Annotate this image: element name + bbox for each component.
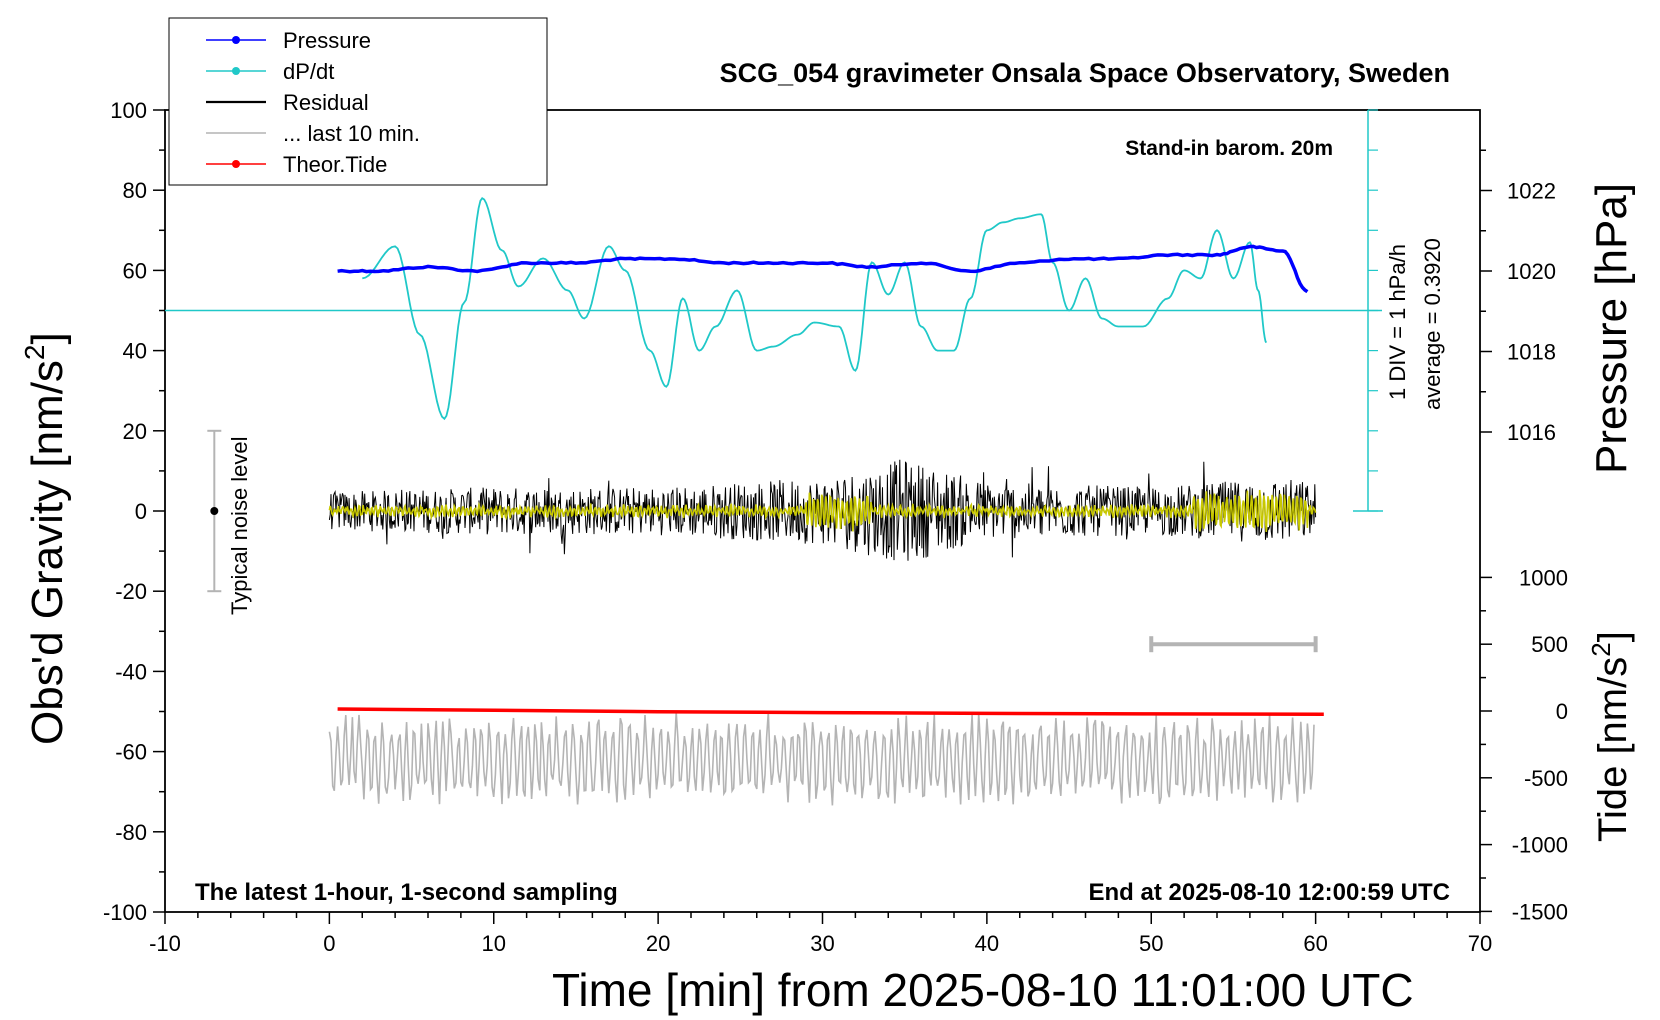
tide-tick-label: 1000	[1519, 565, 1568, 590]
x-tick-label: 40	[975, 931, 999, 956]
x-axis-title: Time [min] from 2025-08-10 11:01:00 UTC	[552, 964, 1414, 1016]
smoothed-residual-line	[328, 489, 1317, 533]
y-left-tick-label: 20	[123, 419, 147, 444]
y-left-tick-label: 0	[135, 499, 147, 524]
legend-marker	[232, 36, 240, 44]
noise-level-label: Typical noise level	[227, 436, 252, 615]
y-left-title-sup: 2	[19, 344, 50, 360]
x-tick-label: 50	[1139, 931, 1163, 956]
dpdt-line	[362, 196, 1268, 421]
dpdt-series	[165, 196, 1382, 421]
noise-bar-center	[210, 507, 219, 515]
last-10-min-series	[328, 711, 1315, 806]
y-left-tick-label: -20	[115, 579, 147, 604]
y-left-tick-label: -80	[115, 820, 147, 845]
x-tick-label: 20	[646, 931, 670, 956]
pressure-line	[337, 244, 1309, 294]
dpdt-average-label: average = 0.3920	[1420, 238, 1445, 410]
pressure-series	[337, 244, 1309, 294]
x-tick-label: 70	[1468, 931, 1492, 956]
y-axis-pressure-title: Pressure [hPa]	[1587, 183, 1636, 474]
y-left-title-main: Obs'd Gravity [nm/s	[23, 360, 72, 745]
y-left-tick-label: 60	[123, 258, 147, 283]
legend-label: Residual	[283, 90, 369, 115]
tide-tick-label: -1000	[1512, 833, 1568, 858]
smoothed-residual-series	[328, 489, 1317, 533]
pressure-tick-label: 1016	[1507, 420, 1556, 445]
x-tick-label: 10	[482, 931, 506, 956]
dpdt-scale-label: 1 DIV = 1 hPa/h	[1385, 244, 1410, 400]
chart-title: SCG_054 gravimeter Onsala Space Observat…	[720, 58, 1450, 88]
annotation-sampling: The latest 1-hour, 1-second sampling	[195, 879, 618, 906]
y-tide-title-end: ]	[1591, 631, 1635, 642]
x-tick-label: -10	[149, 931, 181, 956]
theoretical-tide-series	[337, 707, 1324, 717]
last-10-min-line	[328, 711, 1315, 806]
pressure-tick-label: 1022	[1507, 179, 1556, 204]
y-axis-left: -100 -80 -60 -40 -20 0 20 40 60 80 100	[103, 98, 165, 925]
annotation-barometer: Stand-in barom. 20m	[1125, 137, 1333, 160]
legend-marker	[232, 160, 240, 168]
x-axis: -10 0 10 20 30 40 50 60 70	[149, 912, 1492, 956]
y-left-tick-label: 80	[123, 178, 147, 203]
annotation-end-time: End at 2025-08-10 12:00:59 UTC	[1089, 879, 1451, 906]
noise-level-bar	[207, 429, 222, 593]
x-tick-label: 0	[323, 931, 335, 956]
y-left-tick-label: 40	[123, 339, 147, 364]
y-left-title-end: ]	[23, 332, 72, 344]
tide-tick-label: -500	[1524, 766, 1568, 791]
legend-label: Theor.Tide	[283, 152, 387, 177]
x-tick-label: 30	[810, 931, 834, 956]
y-left-tick-label: 100	[110, 98, 147, 123]
legend-label: Pressure	[283, 28, 371, 53]
legend-marker	[232, 67, 240, 75]
tide-tick-label: 500	[1531, 632, 1568, 657]
y-tide-title-sup: 2	[1586, 642, 1616, 656]
y-tide-title-main: Tide [nm/s	[1591, 657, 1635, 842]
x-tick-label: 60	[1303, 931, 1327, 956]
y-axis-tide: -1500 -1000 -500 0 500 1000	[1480, 565, 1568, 924]
pressure-tick-label: 1020	[1507, 259, 1556, 284]
tide-line	[337, 707, 1324, 717]
y-left-tick-label: -40	[115, 659, 147, 684]
y-axis-pressure: 1016 1018 1020 1022	[1480, 149, 1556, 445]
last-10-min-bar	[1149, 636, 1318, 653]
legend-label: dP/dt	[283, 59, 334, 84]
y-axis-tide-title: Tide [nm/s2]	[1586, 631, 1635, 842]
legend-label: ... last 10 min.	[283, 121, 420, 146]
tide-tick-label: 0	[1556, 699, 1568, 724]
y-left-tick-label: -60	[115, 740, 147, 765]
legend: Pressure dP/dt Residual ... last 10 min. The…	[168, 17, 548, 186]
y-axis-left-title: Obs'd Gravity [nm/s2]	[19, 332, 72, 745]
tide-tick-label: -1500	[1512, 899, 1568, 924]
pressure-tick-label: 1018	[1507, 340, 1556, 365]
y-left-tick-label: -100	[103, 900, 147, 925]
